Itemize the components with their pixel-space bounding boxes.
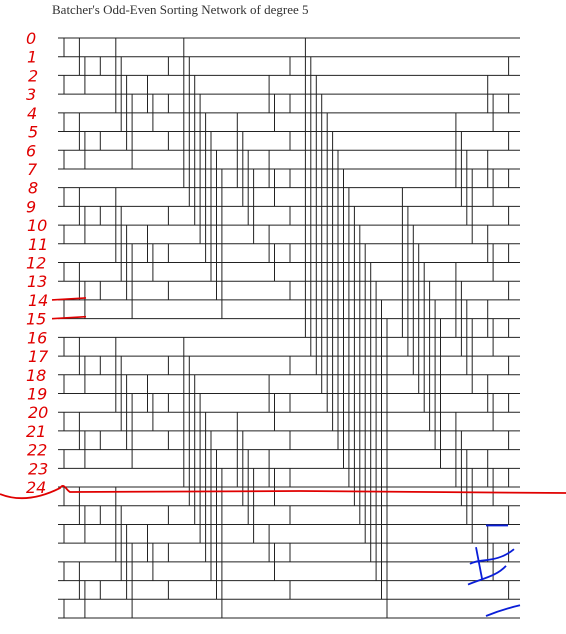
network-wires xyxy=(58,37,520,619)
row-number-annotation: 16 xyxy=(27,328,47,347)
row-number-annotation: 20 xyxy=(28,403,48,422)
row-number-annotation: 22 xyxy=(27,441,47,460)
red-tick-mark xyxy=(51,297,87,301)
blue-pen-marks xyxy=(467,524,521,617)
row-number-annotation: 18 xyxy=(26,366,46,385)
blue-pen-mark xyxy=(475,546,483,579)
red-divider-stroke xyxy=(0,484,566,500)
row-number-annotation: 12 xyxy=(26,254,46,273)
row-number-annotation: 19 xyxy=(27,384,47,403)
row-number-annotation: 6 xyxy=(26,141,36,160)
row-number-annotation: 17 xyxy=(28,347,49,366)
row-number-annotation: 24 xyxy=(26,478,46,497)
row-number-annotation: 7 xyxy=(27,160,38,179)
row-number-annotation: 5 xyxy=(28,123,38,142)
row-number-annotation: 14 xyxy=(28,291,48,310)
row-number-annotation: 23 xyxy=(28,459,48,478)
row-number-annotation: 9 xyxy=(26,197,36,216)
row-number-annotation: 2 xyxy=(28,66,38,85)
blue-pen-mark xyxy=(485,604,521,617)
row-number-annotation: 11 xyxy=(28,235,48,254)
row-number-annotation: 8 xyxy=(28,179,38,198)
row-number-annotation: 10 xyxy=(27,216,47,235)
red-tick-mark xyxy=(51,315,87,320)
row-number-annotation: 0 xyxy=(26,29,36,48)
diagram-title: Batcher's Odd-Even Sorting Network of de… xyxy=(52,2,309,17)
blue-pen-mark xyxy=(469,548,515,565)
row-number-annotation: 1 xyxy=(27,48,37,67)
row-number-annotation: 21 xyxy=(26,422,46,441)
row-number-annotation: 15 xyxy=(26,310,46,329)
row-number-annotation: 13 xyxy=(27,272,47,291)
network-comparators xyxy=(63,38,510,618)
row-number-annotation: 4 xyxy=(27,104,37,123)
row-number-annotation: 3 xyxy=(26,85,36,104)
blue-pen-mark xyxy=(467,565,507,586)
